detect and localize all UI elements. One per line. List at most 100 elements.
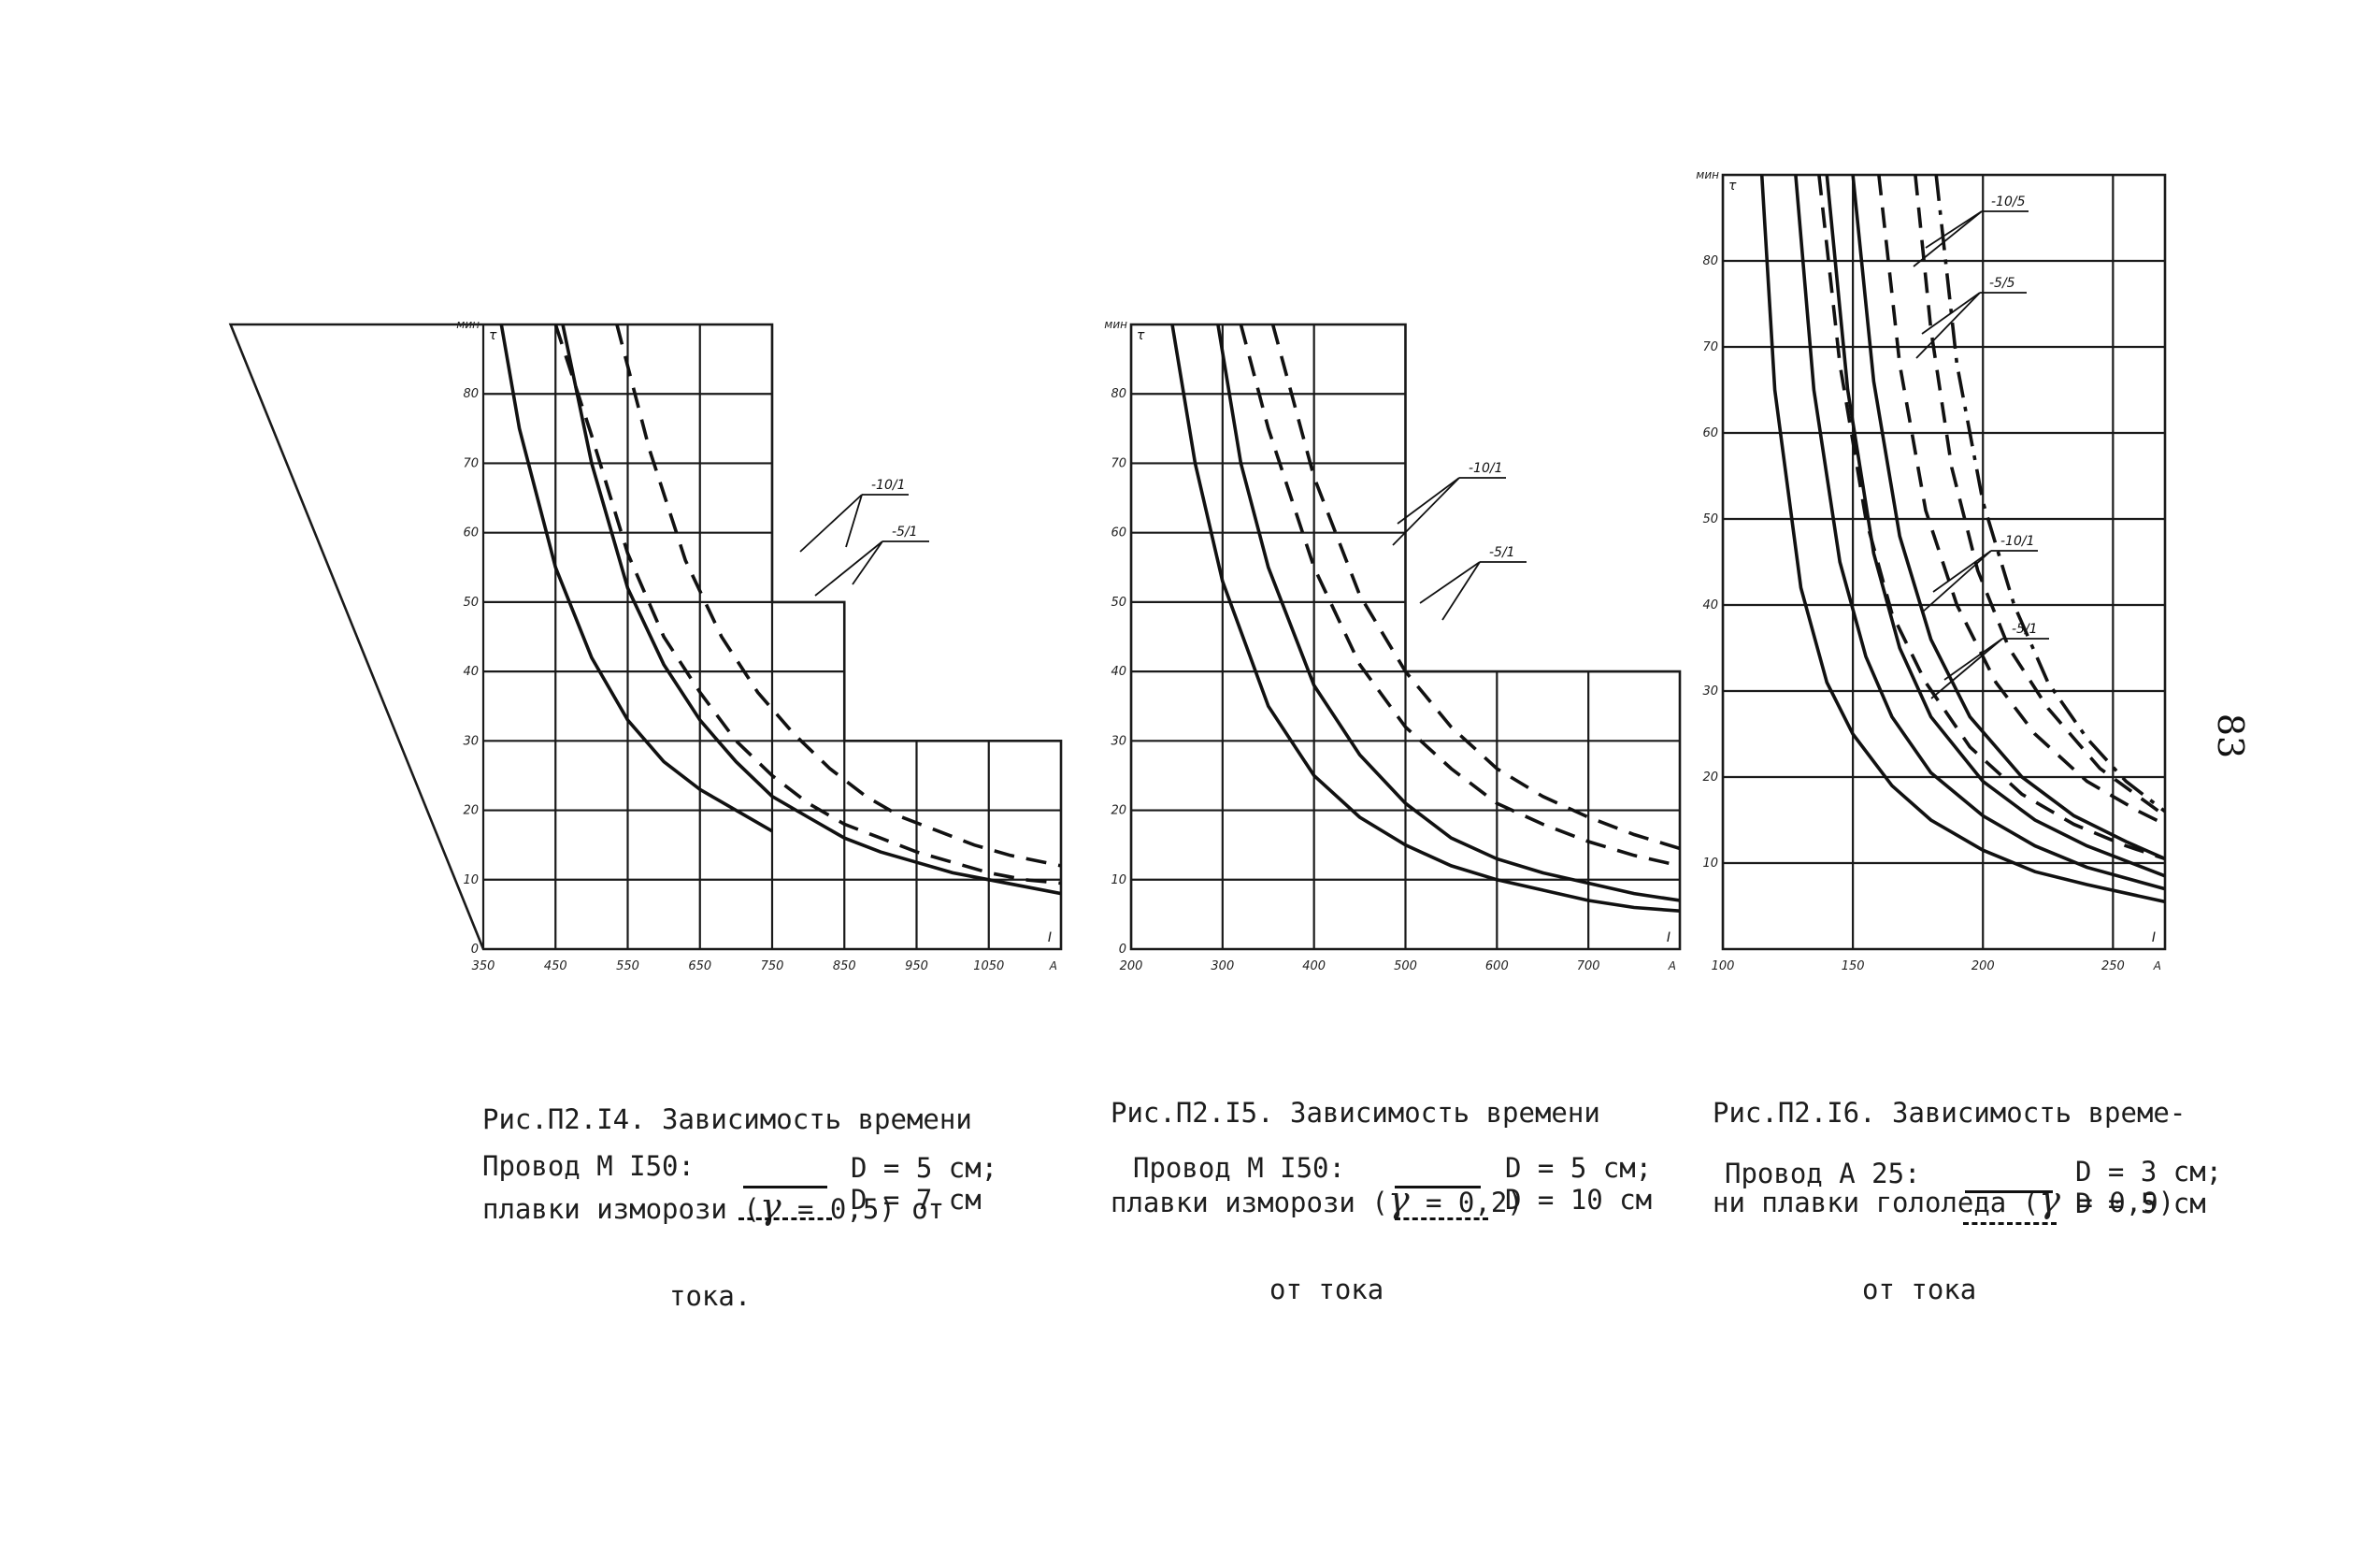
legend-solid-3 bbox=[1965, 1190, 2053, 1193]
x-tick-label: 950 bbox=[905, 959, 928, 973]
leader-line bbox=[1441, 561, 1481, 621]
figure-caption-2: Рис.П2.I5. Зависимость времени плавки из… bbox=[1111, 1041, 1600, 1333]
curve-parameter-label: -5/1 bbox=[1489, 545, 1515, 560]
chart-curves bbox=[1170, 324, 1680, 913]
x-tick-label: 200 bbox=[1971, 959, 1995, 973]
series-curve-solid bbox=[499, 324, 773, 833]
chart-rime-gamma-0-5: 350 450 550 650 750 850 950 1050 0 10 20 30 40 50 60 70… bbox=[228, 318, 1063, 973]
y-tick-label: 50 bbox=[1702, 512, 1718, 526]
figure-caption-1: Рис.П2.I4. Зависимость времени плавки из… bbox=[482, 1047, 972, 1340]
y-unit-label: мин bbox=[1696, 168, 1719, 181]
y-tick-label: 80 bbox=[463, 387, 479, 401]
y-tick-label: 10 bbox=[1111, 873, 1126, 887]
y-tick-label: 50 bbox=[463, 596, 479, 610]
gamma-symbol: γ bbox=[759, 1186, 781, 1227]
legend-label-dashed-1: D = 7 см bbox=[851, 1184, 982, 1216]
leader-line bbox=[814, 540, 883, 597]
y-tick-label: 80 bbox=[1111, 387, 1126, 401]
x-tick-label: 200 bbox=[1120, 959, 1143, 973]
x-tick-label: 850 bbox=[833, 959, 856, 973]
y-tick-label: 60 bbox=[1111, 526, 1126, 540]
leader-line bbox=[852, 540, 883, 585]
y-tick-label: 10 bbox=[463, 873, 479, 887]
series-curve-dashed bbox=[1817, 175, 2165, 861]
curve-parameter-label: -10/5 bbox=[1991, 194, 2026, 209]
wire-label-1: Провод М I50: bbox=[482, 1150, 695, 1182]
chart-curves bbox=[1759, 175, 2165, 904]
x-unit-label: A bbox=[1049, 959, 1057, 972]
y-tick-label: 80 bbox=[1702, 254, 1718, 268]
x-tick-label: 600 bbox=[1485, 959, 1509, 973]
chart-rime-gamma-0-2: 200 300 400 500 600 700 0 10 20 30 40 50 60 70 80 A Iмин… bbox=[1104, 318, 1682, 973]
y-tick-label: 60 bbox=[463, 526, 479, 540]
series-curve-solid bbox=[1170, 324, 1680, 913]
x-tick-label: 400 bbox=[1302, 959, 1326, 973]
x-axis-label: I bbox=[1667, 930, 1670, 945]
x-tick-label: 500 bbox=[1394, 959, 1417, 973]
caption-line: Рис.П2.I5. Зависимость времени bbox=[1111, 1097, 1600, 1129]
x-tick-label: 750 bbox=[761, 959, 784, 973]
curve-parameter-label: -10/1 bbox=[1469, 461, 1503, 476]
leader-line bbox=[845, 494, 863, 548]
legend-solid-2 bbox=[1395, 1186, 1481, 1188]
gamma-symbol: γ bbox=[2039, 1179, 2060, 1220]
y-tick-label: 30 bbox=[1702, 684, 1718, 698]
legend-label-solid-3: D = 3 см; bbox=[2075, 1156, 2223, 1188]
x-unit-label: A bbox=[1668, 959, 1676, 972]
y-tick-label: 20 bbox=[1111, 804, 1126, 818]
leader-line bbox=[1392, 477, 1460, 546]
y-tick-label: 0 bbox=[1119, 943, 1126, 957]
y-axis-label: τ bbox=[1728, 179, 1737, 194]
x-tick-label: 700 bbox=[1577, 959, 1600, 973]
y-tick-label: 70 bbox=[1702, 340, 1718, 354]
leader-line bbox=[1932, 550, 1992, 593]
leader-line bbox=[1397, 477, 1460, 525]
x-tick-label: 350 bbox=[472, 959, 495, 973]
series-curve-solid bbox=[1851, 175, 2165, 861]
caption-line: от тока bbox=[1269, 1274, 1384, 1305]
curve-parameter-label: -10/1 bbox=[2000, 534, 2035, 549]
figure-caption-3: Рис.П2.I6. Зависимость време- ни плавки … bbox=[1713, 1041, 2186, 1333]
legend-solid-1 bbox=[743, 1186, 827, 1188]
y-tick-label: 40 bbox=[1111, 665, 1126, 679]
y-tick-label: 40 bbox=[463, 665, 479, 679]
legend-label-dashed-2: D = 10 см bbox=[1505, 1184, 1653, 1216]
x-tick-label: 150 bbox=[1842, 959, 1865, 973]
leader-line bbox=[1913, 210, 1983, 267]
y-tick-label: 20 bbox=[463, 804, 479, 818]
x-axis-label: I bbox=[2152, 930, 2156, 945]
y-tick-label: 60 bbox=[1702, 426, 1718, 440]
series-curve-solid bbox=[1794, 175, 2165, 891]
curve-parameter-label: -5/5 bbox=[1989, 276, 2015, 291]
x-tick-label: 650 bbox=[688, 959, 711, 973]
y-unit-label: мин bbox=[1104, 318, 1127, 331]
x-tick-label: 450 bbox=[544, 959, 567, 973]
series-curve-solid bbox=[561, 324, 1061, 896]
y-axis-label: τ bbox=[489, 328, 497, 343]
wire-label-3: Провод А 25: bbox=[1725, 1158, 1921, 1189]
y-tick-label: 70 bbox=[1111, 456, 1126, 470]
page-number: 83 bbox=[2210, 713, 2252, 759]
curve-parameter-label: -10/1 bbox=[871, 478, 906, 493]
legend-dashed-3 bbox=[1963, 1222, 2057, 1225]
legend-label-dashed-3: D = 5 см bbox=[2075, 1188, 2206, 1219]
y-tick-label: 40 bbox=[1702, 598, 1718, 612]
plot-frame bbox=[1721, 173, 2167, 951]
caption-line: плавки изморози (γ = 0,2) bbox=[1111, 1179, 1524, 1220]
wire-label-2: Провод М I50: bbox=[1133, 1152, 1345, 1184]
y-tick-label: 0 bbox=[471, 943, 479, 957]
curve-parameter-label: -5/1 bbox=[2012, 622, 2038, 637]
leader-line bbox=[1943, 638, 2003, 681]
caption-line: от тока bbox=[1862, 1274, 1977, 1305]
series-curve-dashed bbox=[1914, 175, 2165, 817]
leader-line bbox=[1921, 550, 1992, 613]
series-curve-dashed bbox=[615, 324, 1061, 868]
legend-dashed-1 bbox=[738, 1217, 832, 1220]
y-tick-label: 30 bbox=[463, 734, 479, 748]
y-tick-label: 20 bbox=[1702, 770, 1718, 785]
gamma-symbol: γ bbox=[1387, 1179, 1410, 1220]
chart-curves bbox=[499, 324, 1061, 896]
x-tick-label: 300 bbox=[1211, 959, 1234, 973]
y-unit-label: мин bbox=[456, 318, 480, 331]
series-curve-solid bbox=[1825, 175, 2165, 878]
